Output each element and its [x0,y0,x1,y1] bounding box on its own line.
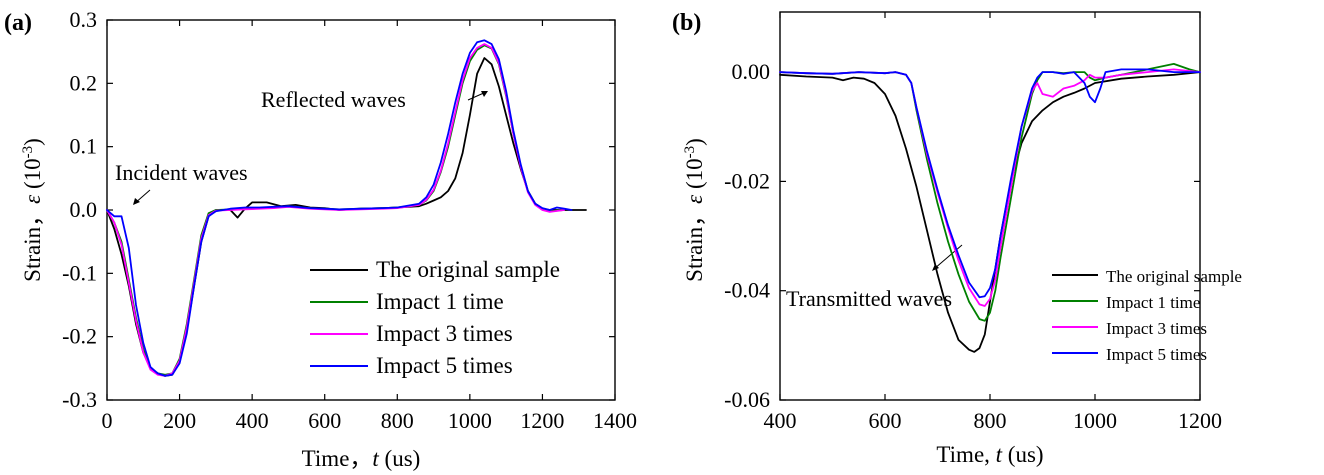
panel-a-x-tick-label: 1200 [520,408,564,433]
panel-a-legend-label: Impact 3 times [376,321,513,346]
panel-a-y-axis-label: Strain，ε (10-3) [20,138,45,282]
annotation-transmitted-arrow [933,244,963,270]
panel-b-legend: The original sample Impact 1 time Impact 3… [1052,267,1242,364]
panel-b-x-tick-label: 1200 [1178,408,1222,433]
panel-b-legend-label: The original sample [1106,267,1242,286]
panel-a-x-tick-label: 200 [163,408,196,433]
annotation-reflected-waves: Reflected waves [261,87,406,112]
panel-a-y-tick-label: 0.3 [70,7,98,32]
panel-b-y-tick-label: 0.00 [732,59,771,84]
panel-b-y-tick-label: -0.04 [724,278,770,303]
panel-a-series [106,39,587,377]
panel-b-x-tick-label: 400 [764,408,797,433]
panel-b-legend-label: Impact 5 times [1106,345,1207,364]
panel-a-x-tick-label: 800 [381,408,414,433]
panel-b-label: (b) [672,10,701,36]
panel-a-series-line-4 [106,39,573,377]
panel-a-x-axis-label: Time，t (us) [302,446,421,471]
panel-b-legend-label: Impact 1 time [1106,293,1200,312]
panel-a-legend-label: Impact 5 times [376,353,513,378]
panel-b-x-axis-label: Time, t (us) [936,442,1043,467]
panel-a-y-tick-label: 0.1 [70,134,98,159]
panel-a-y-tick-label: -0.1 [62,260,97,285]
panel-a-x-tick-label: 600 [308,408,341,433]
panel-a-x-tick-label: 1400 [593,408,637,433]
panel-a-y-tick-label: 0.0 [70,197,98,222]
panel-b-series-line-4 [779,68,1201,299]
panel-b-y-axis-label: Strain，ε (10-3) [682,138,707,282]
panel-a-ticks: 0 200 400 600 800 1000 1200 1400 -0.3 -0.2 -0.1 0.0… [62,7,637,433]
panel-b-x-tick-label: 800 [974,408,1007,433]
panel-a-x-tick-label: 1000 [448,408,492,433]
panel-b-legend-label: Impact 3 times [1106,319,1207,338]
annotation-incident-waves: Incident waves [115,160,248,185]
panel-a-legend-label: Impact 1 time [376,289,504,314]
panel-a-legend-label: The original sample [376,257,560,282]
annotation-incident-arrowhead [133,198,140,205]
annotation-reflected-arrowhead [481,91,488,97]
panel-b-y-tick-label: -0.02 [724,168,770,193]
panel-a-x-tick-label: 0 [102,408,113,433]
panel-a-y-tick-label: 0.2 [70,70,98,95]
panel-b-x-tick-label: 600 [869,408,902,433]
panel-a-y-tick-label: -0.3 [62,387,97,412]
annotation-transmitted-waves: Transmitted waves [786,286,952,311]
panel-b-series [779,63,1201,353]
panel-b-series-line-1 [779,71,1201,353]
panel-a-x-tick-label: 400 [236,408,269,433]
panel-b-y-tick-label: -0.06 [724,387,770,412]
panel-a-label: (a) [4,10,32,36]
panel-a-legend: The original sample Impact 1 time Impact 3… [310,257,560,378]
panel-a-y-tick-label: -0.2 [62,324,97,349]
panel-b-ticks: 400 600 800 1000 1200 -0.06 -0.04 -0.02 0.00 [724,12,1222,433]
panel-b-x-tick-label: 1000 [1073,408,1117,433]
